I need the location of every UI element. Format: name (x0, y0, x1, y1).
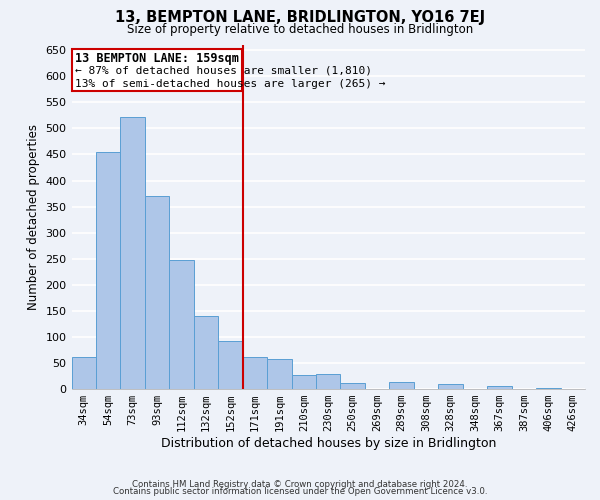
Bar (242, 357, 267, 389)
Bar (169, 260, 194, 389)
Bar (487, 386, 512, 389)
Text: 13% of semi-detached houses are larger (265) →: 13% of semi-detached houses are larger (… (75, 80, 385, 90)
Text: ← 87% of detached houses are smaller (1,810): ← 87% of detached houses are smaller (1,… (75, 66, 372, 76)
Bar (292, 375, 316, 389)
Bar (194, 316, 218, 389)
FancyBboxPatch shape (72, 49, 242, 91)
Bar (218, 340, 242, 389)
Bar (121, 117, 145, 389)
Text: Contains HM Land Registry data © Crown copyright and database right 2024.: Contains HM Land Registry data © Crown c… (132, 480, 468, 489)
Bar (438, 384, 463, 389)
Text: Contains public sector information licensed under the Open Government Licence v3: Contains public sector information licen… (113, 487, 487, 496)
Text: Size of property relative to detached houses in Bridlington: Size of property relative to detached ho… (127, 22, 473, 36)
Bar (316, 374, 340, 389)
Bar (71, 357, 96, 389)
Bar (389, 382, 414, 389)
Text: 13 BEMPTON LANE: 159sqm: 13 BEMPTON LANE: 159sqm (75, 52, 239, 65)
Bar (340, 383, 365, 389)
Bar (96, 152, 121, 389)
Bar (267, 360, 292, 389)
X-axis label: Distribution of detached houses by size in Bridlington: Distribution of detached houses by size … (161, 437, 496, 450)
Bar (536, 388, 560, 389)
Bar (145, 196, 169, 389)
Y-axis label: Number of detached properties: Number of detached properties (27, 124, 40, 310)
Text: 13, BEMPTON LANE, BRIDLINGTON, YO16 7EJ: 13, BEMPTON LANE, BRIDLINGTON, YO16 7EJ (115, 10, 485, 25)
